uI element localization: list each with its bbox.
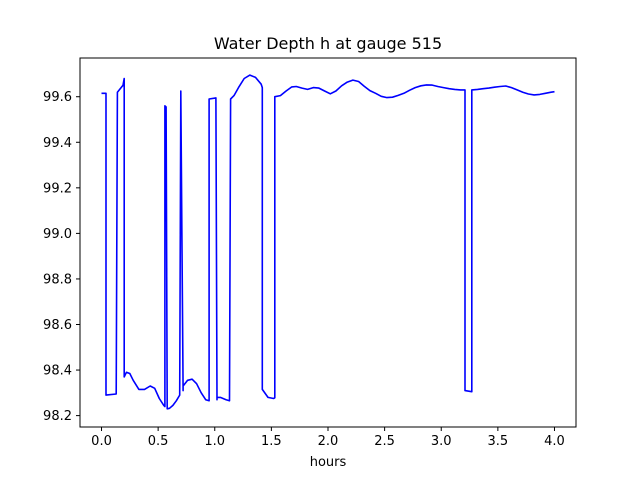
x-tick-label: 1.0 xyxy=(204,434,225,449)
x-tick-label: 0.0 xyxy=(91,434,112,449)
y-axis-ticks: 98.2 98.4 98.6 98.8 99.0 99.2 99.4 99.6 xyxy=(43,90,80,424)
x-axis-ticks: 0.0 0.5 1.0 1.5 2.0 2.5 3.0 3.5 4.0 xyxy=(91,427,565,449)
x-axis-label: hours xyxy=(310,455,347,470)
chart-title: Water Depth h at gauge 515 xyxy=(214,34,442,53)
series-line xyxy=(101,74,555,410)
x-tick-label: 3.5 xyxy=(488,434,509,449)
y-tick-label: 99.6 xyxy=(43,90,72,105)
x-tick-label: 0.5 xyxy=(148,434,169,449)
x-tick-label: 2.5 xyxy=(374,434,395,449)
x-tick-label: 3.0 xyxy=(431,434,452,449)
x-tick-label: 2.0 xyxy=(318,434,339,449)
y-tick-label: 98.2 xyxy=(43,409,72,424)
x-tick-label: 1.5 xyxy=(261,434,282,449)
y-tick-label: 98.6 xyxy=(43,318,72,333)
y-tick-label: 98.4 xyxy=(43,364,72,379)
y-tick-label: 98.8 xyxy=(43,272,72,287)
x-tick-label: 4.0 xyxy=(544,434,565,449)
axes-frame xyxy=(79,57,577,428)
y-tick-label: 99.2 xyxy=(43,181,72,196)
y-tick-label: 99.0 xyxy=(43,227,72,242)
y-tick-label: 99.4 xyxy=(43,136,72,151)
